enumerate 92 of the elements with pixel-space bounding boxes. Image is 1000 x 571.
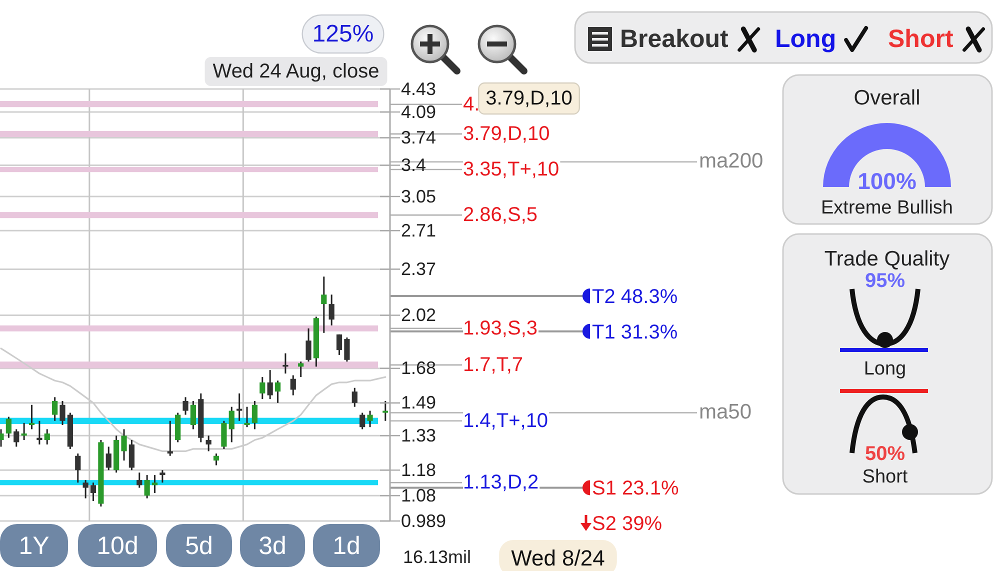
candlestick (60, 400, 66, 426)
text: Short (888, 25, 954, 53)
text: 3.79,D,10 (486, 88, 572, 110)
candlestick (44, 428, 50, 446)
text: 125% (312, 20, 374, 48)
candlestick (152, 474, 158, 494)
ref-line-label: 2.86,S,5 (463, 204, 538, 226)
candlestick (136, 472, 142, 488)
candlestick (82, 479, 88, 500)
candlestick (190, 400, 196, 430)
candlestick (360, 412, 366, 430)
candlestick (121, 428, 127, 462)
text: Breakout (620, 25, 730, 53)
candlestick (252, 400, 258, 430)
ref-line-label: ma200 (699, 149, 764, 172)
text: S2 39% (592, 513, 662, 535)
candlestick (336, 334, 342, 356)
ref-line-label: 1.93,S,3 (463, 317, 538, 340)
candlestick (75, 452, 81, 484)
candlestick (6, 416, 12, 439)
candlestick (306, 328, 312, 362)
candlestick (236, 392, 242, 422)
y-tick-label: 2.02 (401, 305, 436, 326)
ref-line-label: 1.13,D,2 (463, 472, 539, 494)
text: 50% (864, 443, 906, 465)
candlestick (367, 410, 373, 428)
y-tick-label: 1.08 (401, 485, 436, 506)
candlestick (128, 439, 134, 471)
ref-line-label: 3.79,D,10 (463, 122, 550, 145)
data-label: 100% (858, 168, 916, 194)
text: Wed 8/24 (511, 546, 605, 570)
candlestick (52, 396, 58, 422)
candlestick (290, 374, 296, 396)
candlestick (298, 360, 304, 378)
candlestick (160, 469, 166, 484)
y-tick-label: 1.33 (401, 425, 436, 446)
y-tick-label: 3.05 (401, 186, 436, 206)
range-button: 1Y (0, 524, 68, 567)
y-tick-label: 1.68 (401, 358, 436, 378)
y-tick-label: 2.71 (401, 220, 436, 240)
candlestick (274, 380, 281, 404)
ref-line-label: S1 23.1% (592, 478, 679, 500)
candlestick (221, 420, 227, 450)
text: Trade Quality (824, 248, 950, 270)
text: Extreme Bullish (821, 198, 953, 218)
text: 95% (864, 270, 906, 292)
y-tick-label: 0.989 (401, 510, 446, 531)
y-tick-label: 2.37 (401, 258, 436, 279)
range-button: 10d (78, 524, 157, 567)
text: Wed 24 Aug, close (212, 60, 380, 82)
candlestick (28, 404, 35, 430)
ref-line-label: 3.35,T+,10 (463, 158, 560, 181)
candlestick (321, 276, 327, 334)
y-tick-label: 1.49 (401, 392, 436, 413)
candlestick (167, 420, 173, 457)
candlestick (352, 387, 358, 408)
candlestick (282, 352, 288, 374)
candlestick (106, 446, 112, 471)
candlestick (382, 400, 388, 422)
y-tick-label: 4.09 (401, 102, 436, 122)
candlestick (328, 294, 334, 326)
ref-line-label: ma50 (699, 400, 752, 424)
y-tick-label: 3.74 (401, 128, 436, 148)
text: Long (864, 358, 906, 380)
candlestick (344, 336, 350, 362)
ref-line-label: 1.7,T,7 (463, 354, 524, 376)
candlestick (260, 376, 266, 400)
y-tick-label: 4.43 (401, 78, 436, 99)
text: Long (775, 25, 836, 53)
candlestick (144, 474, 150, 500)
range-button: 3d (240, 524, 305, 567)
ref-line-label: T1 31.3% (592, 321, 678, 344)
ref-line-label: 4. (463, 93, 480, 116)
range-button: 1d (313, 524, 380, 567)
y-tick-label: 1.18 (401, 460, 436, 480)
candlestick (244, 406, 250, 428)
candlestick (206, 434, 212, 452)
candlestick (36, 420, 42, 446)
candlestick (267, 369, 273, 400)
candlestick (21, 422, 27, 441)
text: Short (862, 466, 908, 488)
y-tick-label: 3.4 (401, 155, 426, 175)
text: 16.13mil (403, 547, 472, 567)
candlestick (213, 452, 220, 466)
candlestick (228, 406, 234, 443)
range-button: 5d (166, 524, 232, 567)
ref-line-label: 1.4,T+,10 (463, 410, 548, 432)
candlestick (90, 482, 96, 502)
chart-title: Overall (854, 86, 920, 110)
candlestick (182, 396, 188, 416)
ref-line-label: T2 48.3% (592, 286, 678, 308)
candlestick (14, 428, 20, 448)
